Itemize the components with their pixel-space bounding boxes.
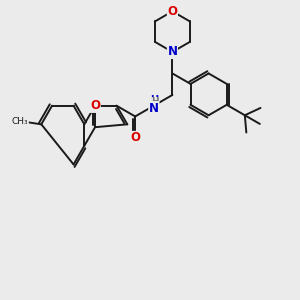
Text: N: N — [149, 102, 159, 115]
Text: O: O — [130, 131, 140, 144]
Text: O: O — [90, 99, 100, 112]
Text: H: H — [152, 97, 159, 106]
Text: H
N: H N — [150, 95, 158, 116]
Text: O: O — [167, 5, 177, 18]
Text: N: N — [167, 45, 177, 58]
Text: O: O — [90, 99, 100, 112]
Text: CH₃: CH₃ — [12, 117, 28, 126]
